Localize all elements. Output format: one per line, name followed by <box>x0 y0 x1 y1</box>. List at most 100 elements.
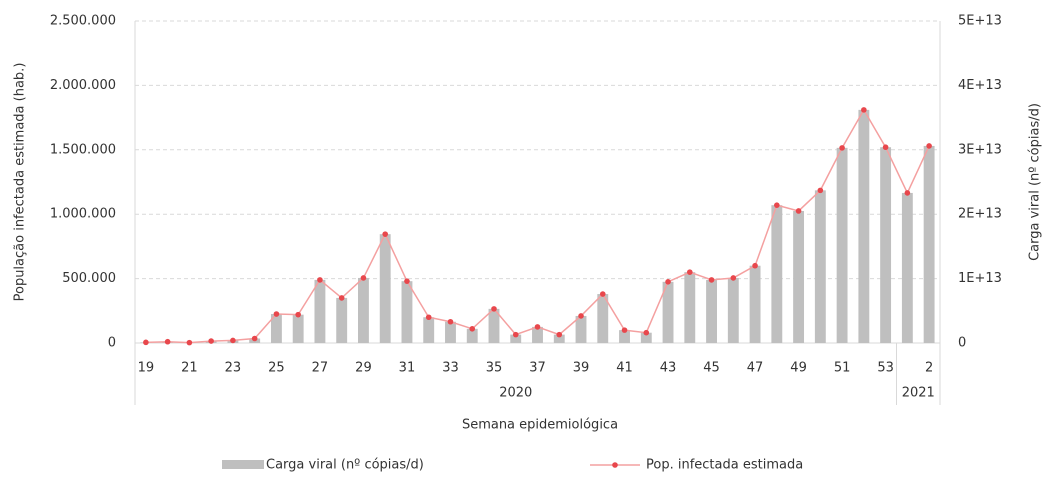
line-marker <box>186 339 193 346</box>
bar <box>814 190 826 343</box>
x-tick-label: 19 <box>138 361 155 376</box>
x-tick-label: 2 <box>925 361 933 376</box>
bar <box>706 279 717 343</box>
bar <box>510 334 522 343</box>
y2-tick-label: 4E+13 <box>958 78 1002 93</box>
bar <box>532 326 543 343</box>
bar <box>379 234 391 343</box>
line-marker <box>425 314 432 321</box>
line-marker <box>774 202 780 208</box>
line-marker <box>491 306 497 312</box>
bar <box>423 317 435 343</box>
bar <box>836 147 848 343</box>
line-marker <box>382 231 389 237</box>
y2-tick-label: 5E+13 <box>958 14 1002 29</box>
line-marker <box>295 311 301 318</box>
line-marker <box>317 277 323 283</box>
y-tick-label: 2.000.000 <box>50 78 116 93</box>
x-tick-label: 25 <box>268 361 285 376</box>
line-marker <box>926 143 932 149</box>
line-marker <box>599 291 606 297</box>
bar <box>662 281 674 343</box>
y2-tick-label: 2E+13 <box>958 207 1002 222</box>
y-axis-title: População infectada estimada (hab.) <box>13 63 28 302</box>
line-marker <box>556 331 563 338</box>
line-marker <box>360 275 367 281</box>
line-marker <box>208 338 214 344</box>
line-marker <box>686 269 693 275</box>
legend-label: Carga viral (nº cópias/d) <box>266 458 424 473</box>
bar <box>553 334 565 343</box>
x-tick-label: 23 <box>225 361 242 376</box>
line-marker <box>708 277 715 283</box>
line-marker <box>621 327 628 333</box>
bar <box>597 294 609 343</box>
bar <box>466 328 478 343</box>
bar <box>749 265 761 343</box>
line-marker <box>534 324 541 330</box>
line-marker <box>512 331 519 338</box>
bar <box>358 277 369 343</box>
x-tick-label: 47 <box>747 361 764 376</box>
bar <box>771 205 783 343</box>
line <box>145 108 930 344</box>
line-marker <box>447 318 454 325</box>
x-tick-label: 39 <box>573 361 590 376</box>
x-tick-label: 37 <box>529 361 546 376</box>
bar <box>923 145 935 343</box>
legend-swatch <box>612 462 618 468</box>
bar <box>575 315 587 343</box>
line-marker <box>643 329 650 336</box>
line-marker <box>904 190 911 196</box>
x-axis-title: Semana epidemiológica <box>462 418 618 433</box>
y-tick-label: 500.000 <box>62 271 116 286</box>
y-tick-label: 1.500.000 <box>50 142 116 157</box>
bar <box>314 279 326 343</box>
x-tick-label: 53 <box>877 361 894 376</box>
x-tick-label: 35 <box>486 361 503 376</box>
line-marker <box>251 335 258 342</box>
bar <box>727 277 739 343</box>
legend-label: Pop. infectada estimada <box>646 458 803 473</box>
line-marker <box>795 208 802 214</box>
bar <box>270 314 282 343</box>
bar <box>640 332 652 343</box>
x-tick-label: 49 <box>790 361 807 376</box>
line-marker <box>469 326 476 332</box>
x-group-label: 2021 <box>902 386 935 401</box>
y-tick-label: 1.000.000 <box>50 207 116 222</box>
bar <box>401 281 413 343</box>
x-tick-label: 45 <box>703 361 720 376</box>
bar <box>858 109 870 343</box>
line-marker <box>730 275 737 281</box>
line-marker <box>578 313 584 319</box>
y2-tick-label: 1E+13 <box>958 271 1002 286</box>
bar <box>901 192 913 343</box>
line-marker <box>164 338 171 345</box>
line-marker <box>404 278 410 284</box>
x-tick-label: 27 <box>312 361 329 376</box>
line-marker <box>882 144 889 151</box>
legend-swatch <box>222 460 264 469</box>
bar <box>619 330 630 343</box>
y2-tick-label: 0 <box>958 336 966 351</box>
x-tick-label: 51 <box>834 361 851 376</box>
y2-tick-label: 3E+13 <box>958 142 1002 157</box>
y2-axis-title: Carga viral (nº cópias/d) <box>1028 103 1043 261</box>
y-tick-label: 2.500.000 <box>50 14 116 29</box>
x-tick-label: 29 <box>355 361 372 376</box>
line-marker <box>338 295 345 301</box>
bar <box>488 308 500 343</box>
line-marker <box>273 311 280 317</box>
line-marker <box>143 339 149 346</box>
bar <box>684 272 696 343</box>
x-tick-label: 43 <box>660 361 677 376</box>
bar <box>880 147 892 343</box>
line-marker <box>817 187 824 194</box>
bar <box>336 297 348 343</box>
line-marker <box>861 107 867 113</box>
x-tick-label: 41 <box>616 361 633 376</box>
x-tick-label: 33 <box>442 361 459 376</box>
x-group-label: 2020 <box>499 386 532 401</box>
